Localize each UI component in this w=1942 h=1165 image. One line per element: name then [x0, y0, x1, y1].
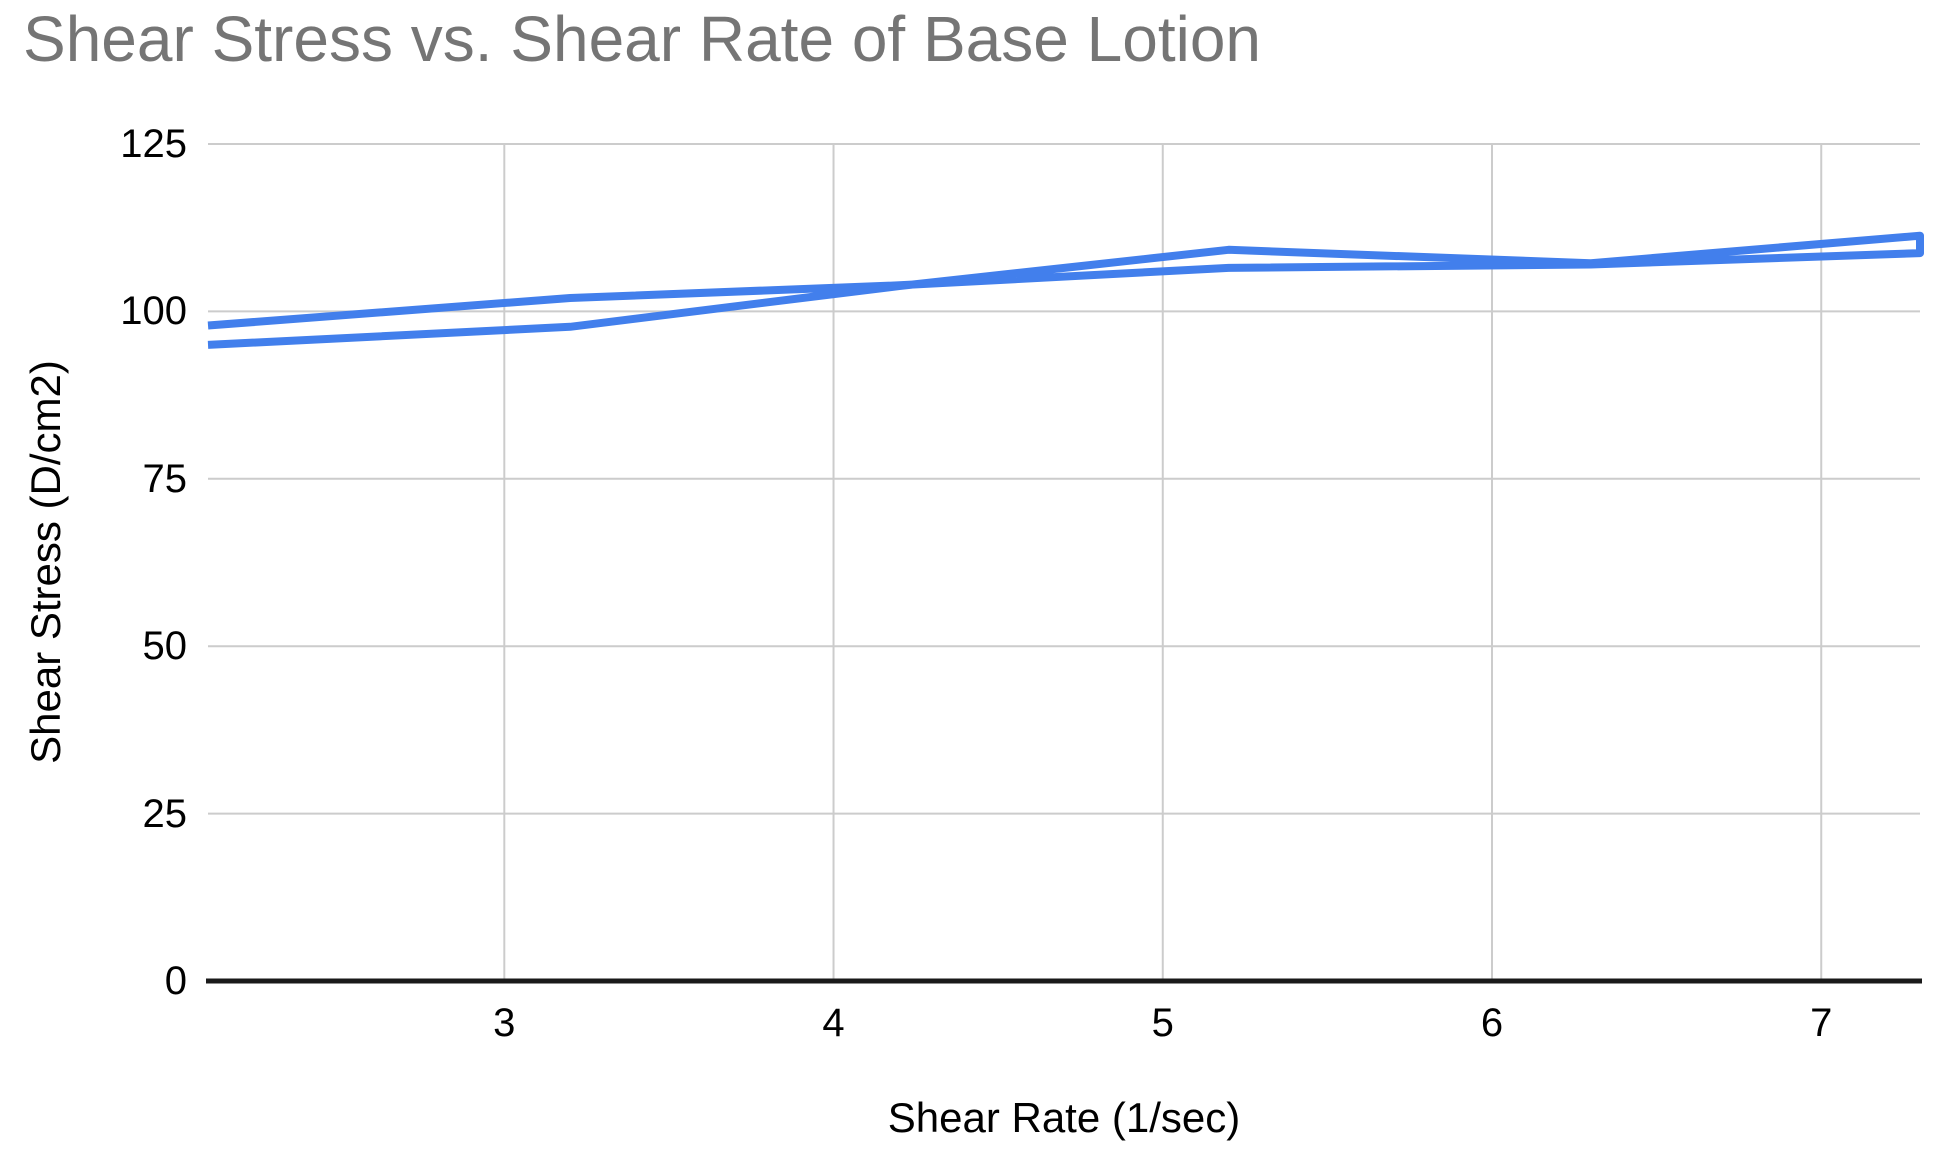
y-tick-label: 50: [142, 624, 188, 669]
x-tick-label: 3: [493, 1001, 516, 1045]
x-tick-label: 7: [1810, 1001, 1833, 1045]
chart-title: Shear Stress vs. Shear Rate of Base Loti…: [23, 3, 1261, 75]
y-tick-label: 125: [120, 122, 187, 166]
y-tick-label: 25: [142, 791, 188, 836]
x-axis-title: Shear Rate (1/sec): [887, 1094, 1241, 1141]
x-tick-label: 4: [822, 1001, 845, 1045]
series-line-base-lotion: [207, 231, 1924, 349]
y-axis-title: Shear Stress (D/cm2): [22, 360, 69, 764]
y-tick-label: 75: [142, 456, 188, 501]
x-tick-label: 6: [1480, 1001, 1504, 1045]
y-tick-label: 100: [120, 289, 187, 334]
x-tick-label: 5: [1151, 1001, 1174, 1045]
y-tick-label: 0: [164, 959, 187, 1003]
